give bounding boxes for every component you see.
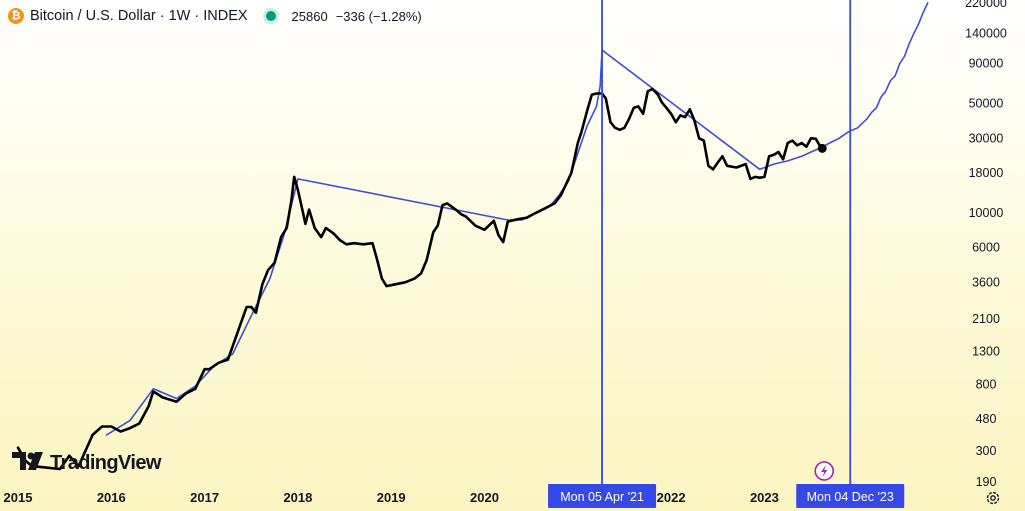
marker-date-label: Mon 05 Apr '21 [560,490,644,504]
x-tick-label: 2020 [470,490,499,505]
x-tick-label: 2017 [190,490,219,505]
tradingview-logo[interactable]: TradingView [12,451,161,475]
chart-legend: ₿ Bitcoin / U.S. Dollar · 1W · INDEX 258… [8,6,422,26]
marker-label-bg [548,484,657,508]
y-tick-label: 2100 [972,312,1000,326]
tradingview-logo-icon [12,451,46,475]
x-tick-label: 2022 [657,490,686,505]
y-tick-label: 220000 [965,0,1007,10]
y-tick-label: 140000 [965,27,1007,41]
y-tick-label: 18000 [969,166,1004,180]
bitcoin-icon: ₿ [8,8,24,24]
model-series-line [105,2,929,436]
tradingview-wordmark: TradingView [50,451,161,474]
y-tick-label: 6000 [972,241,1000,255]
gear-icon[interactable] [983,488,1003,508]
x-tick-label: 2019 [377,490,406,505]
y-tick-label: 1300 [972,344,1000,358]
price-change: −336 (−1.28%) [335,8,422,24]
y-tick-label: 300 [976,444,997,458]
x-tick-label: 2015 [4,490,33,505]
y-tick-label: 30000 [969,131,1004,145]
symbol-title[interactable]: Bitcoin / U.S. Dollar · 1W · INDEX [30,8,248,24]
lightning-icon[interactable] [814,461,835,481]
y-tick-label: 90000 [969,57,1004,71]
last-price: 25860 [291,8,328,24]
y-tick-label: 10000 [969,206,1004,220]
x-tick-label: 2016 [97,490,126,505]
y-tick-label: 800 [976,377,997,391]
marker-date-label: Mon 04 Dec '23 [807,490,894,504]
y-tick-label: 50000 [969,97,1004,111]
x-tick-label: 2018 [283,490,312,505]
y-tick-label: 480 [976,412,997,426]
market-status-dot [265,11,276,21]
last-price-dot [817,143,827,153]
x-tick-label: 2023 [750,490,779,505]
y-tick-label: 190 [976,475,997,489]
price-series-line [16,87,824,471]
y-tick-label: 3600 [972,275,1000,289]
marker-label-bg [796,484,905,508]
